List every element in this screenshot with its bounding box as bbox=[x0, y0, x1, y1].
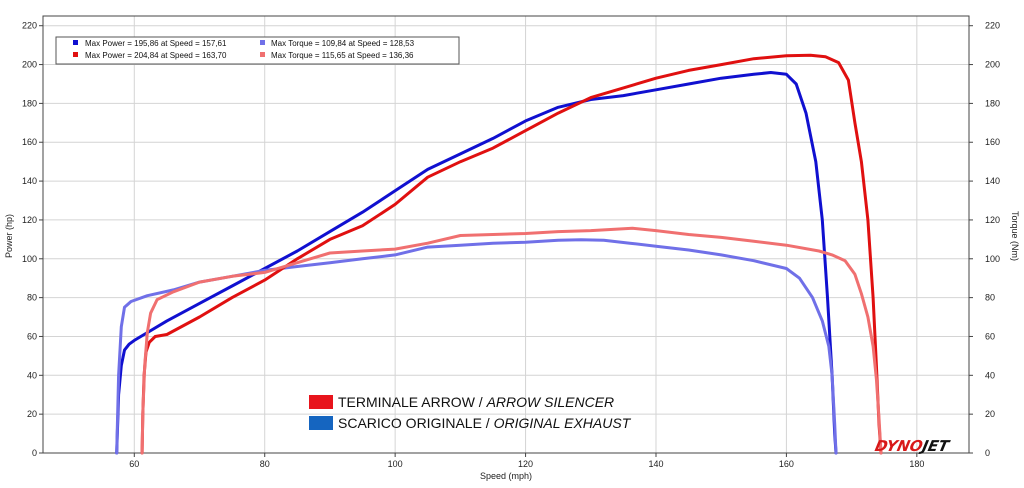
y-tick-label-right-2: 40 bbox=[985, 370, 995, 380]
key-label-arrow-it: TERMINALE ARROW / bbox=[338, 394, 487, 410]
y-tick-label-right-10: 200 bbox=[985, 60, 1000, 70]
x-tick-label-5: 160 bbox=[779, 459, 794, 469]
legend: Max Power = 195,86 at Speed = 157,61 Max… bbox=[55, 36, 460, 65]
axis-ticks: 60 80 100 120 140 160 180 0 0 20 20 40 40 60 60 80 80 100… bbox=[22, 21, 1000, 469]
y-tick-label-right-9: 180 bbox=[985, 98, 1000, 108]
y-tick-label-left-0: 0 bbox=[32, 448, 37, 458]
y-tick-label-left-6: 120 bbox=[22, 215, 37, 225]
x-axis-label: Speed (mph) bbox=[480, 471, 532, 481]
dynojet-logo-jet: JET bbox=[918, 437, 952, 455]
y-tick-label-left-10: 200 bbox=[22, 60, 37, 70]
y-tick-label-right-5: 100 bbox=[985, 254, 1000, 264]
legend-entry-2: Max Power = 204,84 at Speed = 163,70 bbox=[85, 51, 227, 60]
y-tick-label-right-7: 140 bbox=[985, 176, 1000, 186]
y-tick-label-left-9: 180 bbox=[22, 98, 37, 108]
y-tick-label-left-7: 140 bbox=[22, 176, 37, 186]
dynojet-logo-text: DYNOJET bbox=[873, 437, 952, 455]
x-tick-label-4: 140 bbox=[648, 459, 663, 469]
legend-box bbox=[55, 36, 460, 65]
y-tick-label-right-4: 80 bbox=[985, 293, 995, 303]
y-tick-label-right-8: 160 bbox=[985, 137, 1000, 147]
y-tick-label-right-3: 60 bbox=[985, 331, 995, 341]
key-label-arrow: TERMINALE ARROW / ARROW SILENCER bbox=[338, 394, 614, 410]
series-line-2 bbox=[140, 53, 883, 455]
y-tick-label-left-5: 100 bbox=[22, 254, 37, 264]
x-tick-label-1: 80 bbox=[260, 459, 270, 469]
key-swatch-arrow bbox=[309, 395, 333, 409]
y-tick-label-left-8: 160 bbox=[22, 137, 37, 147]
x-tick-label-2: 100 bbox=[388, 459, 403, 469]
dynojet-logo: DYNOJET bbox=[873, 437, 952, 455]
series-line-3 bbox=[140, 226, 883, 455]
dynojet-logo-dyno: DYNO bbox=[873, 437, 924, 455]
key-label-original-en: ORIGINAL EXHAUST bbox=[494, 415, 632, 431]
key-label-original-it: SCARICO ORIGINALE / bbox=[338, 415, 494, 431]
legend-swatch-2 bbox=[73, 52, 78, 57]
y-tick-label-left-3: 60 bbox=[27, 331, 37, 341]
series-line-1 bbox=[115, 238, 838, 455]
y-tick-label-right-11: 220 bbox=[985, 21, 1000, 31]
y-tick-label-left-1: 20 bbox=[27, 409, 37, 419]
plot-frame bbox=[42, 15, 970, 454]
exhaust-key: TERMINALE ARROW / ARROW SILENCER SCARICO… bbox=[309, 394, 632, 431]
y-tick-label-left-2: 40 bbox=[27, 370, 37, 380]
key-swatch-original bbox=[309, 416, 333, 430]
legend-entry-3: Max Torque = 115,65 at Speed = 136,36 bbox=[271, 51, 414, 60]
series-line-0 bbox=[115, 71, 838, 455]
legend-entry-1: Max Torque = 109,84 at Speed = 128,53 bbox=[271, 39, 415, 48]
x-tick-label-3: 120 bbox=[518, 459, 533, 469]
legend-swatch-1 bbox=[260, 40, 265, 45]
y-tick-label-right-1: 20 bbox=[985, 409, 995, 419]
y-tick-label-right-6: 120 bbox=[985, 215, 1000, 225]
legend-swatch-3 bbox=[260, 52, 265, 57]
series-layer bbox=[115, 53, 883, 455]
x-tick-label-0: 60 bbox=[129, 459, 139, 469]
key-label-arrow-en: ARROW SILENCER bbox=[486, 394, 615, 410]
legend-swatch-0 bbox=[73, 40, 78, 45]
legend-entry-0: Max Power = 195,86 at Speed = 157,61 bbox=[85, 39, 227, 48]
y-tick-label-right-0: 0 bbox=[985, 448, 990, 458]
key-label-original: SCARICO ORIGINALE / ORIGINAL EXHAUST bbox=[338, 415, 632, 431]
y-axis-label-left: Power (hp) bbox=[4, 214, 14, 258]
y-tick-label-left-11: 220 bbox=[22, 21, 37, 31]
y-tick-label-left-4: 80 bbox=[27, 293, 37, 303]
x-tick-label-6: 180 bbox=[909, 459, 924, 469]
y-axis-label-right: Torque (Nm) bbox=[1010, 211, 1020, 261]
